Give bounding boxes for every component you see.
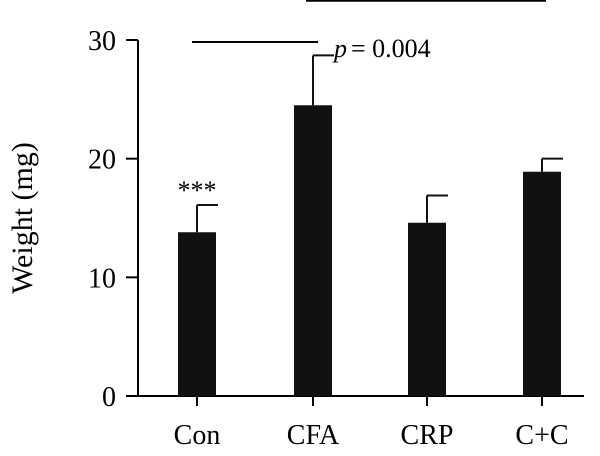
annotations-group: p = 0.004 ***: [178, 0, 546, 205]
significance-stars-con: ***: [178, 176, 217, 205]
y-tick-label: 10: [88, 263, 116, 294]
y-tick-label: 30: [88, 26, 116, 57]
y-axis: 0 10 20 30: [88, 26, 139, 413]
bar-crp: [408, 222, 446, 396]
x-tick-label: CFA: [287, 420, 340, 451]
bar-c-c: [523, 171, 561, 396]
x-tick-label: C+C: [515, 420, 568, 451]
y-tick-label: 20: [88, 145, 116, 176]
y-axis-label: Weight (mg): [6, 142, 39, 294]
x-tick-label: CRP: [401, 420, 454, 451]
x-axis: Con CFA CRP C+C: [138, 395, 584, 451]
error-bars-group: [196, 54, 563, 233]
p-value: = 0.004: [351, 34, 431, 63]
y-tick-label: 0: [102, 382, 116, 413]
bars-group: [178, 105, 561, 397]
x-tick-label: Con: [174, 420, 221, 451]
bar-cfa: [294, 105, 332, 397]
p-symbol: p: [332, 34, 347, 63]
bar-con: [178, 232, 216, 396]
